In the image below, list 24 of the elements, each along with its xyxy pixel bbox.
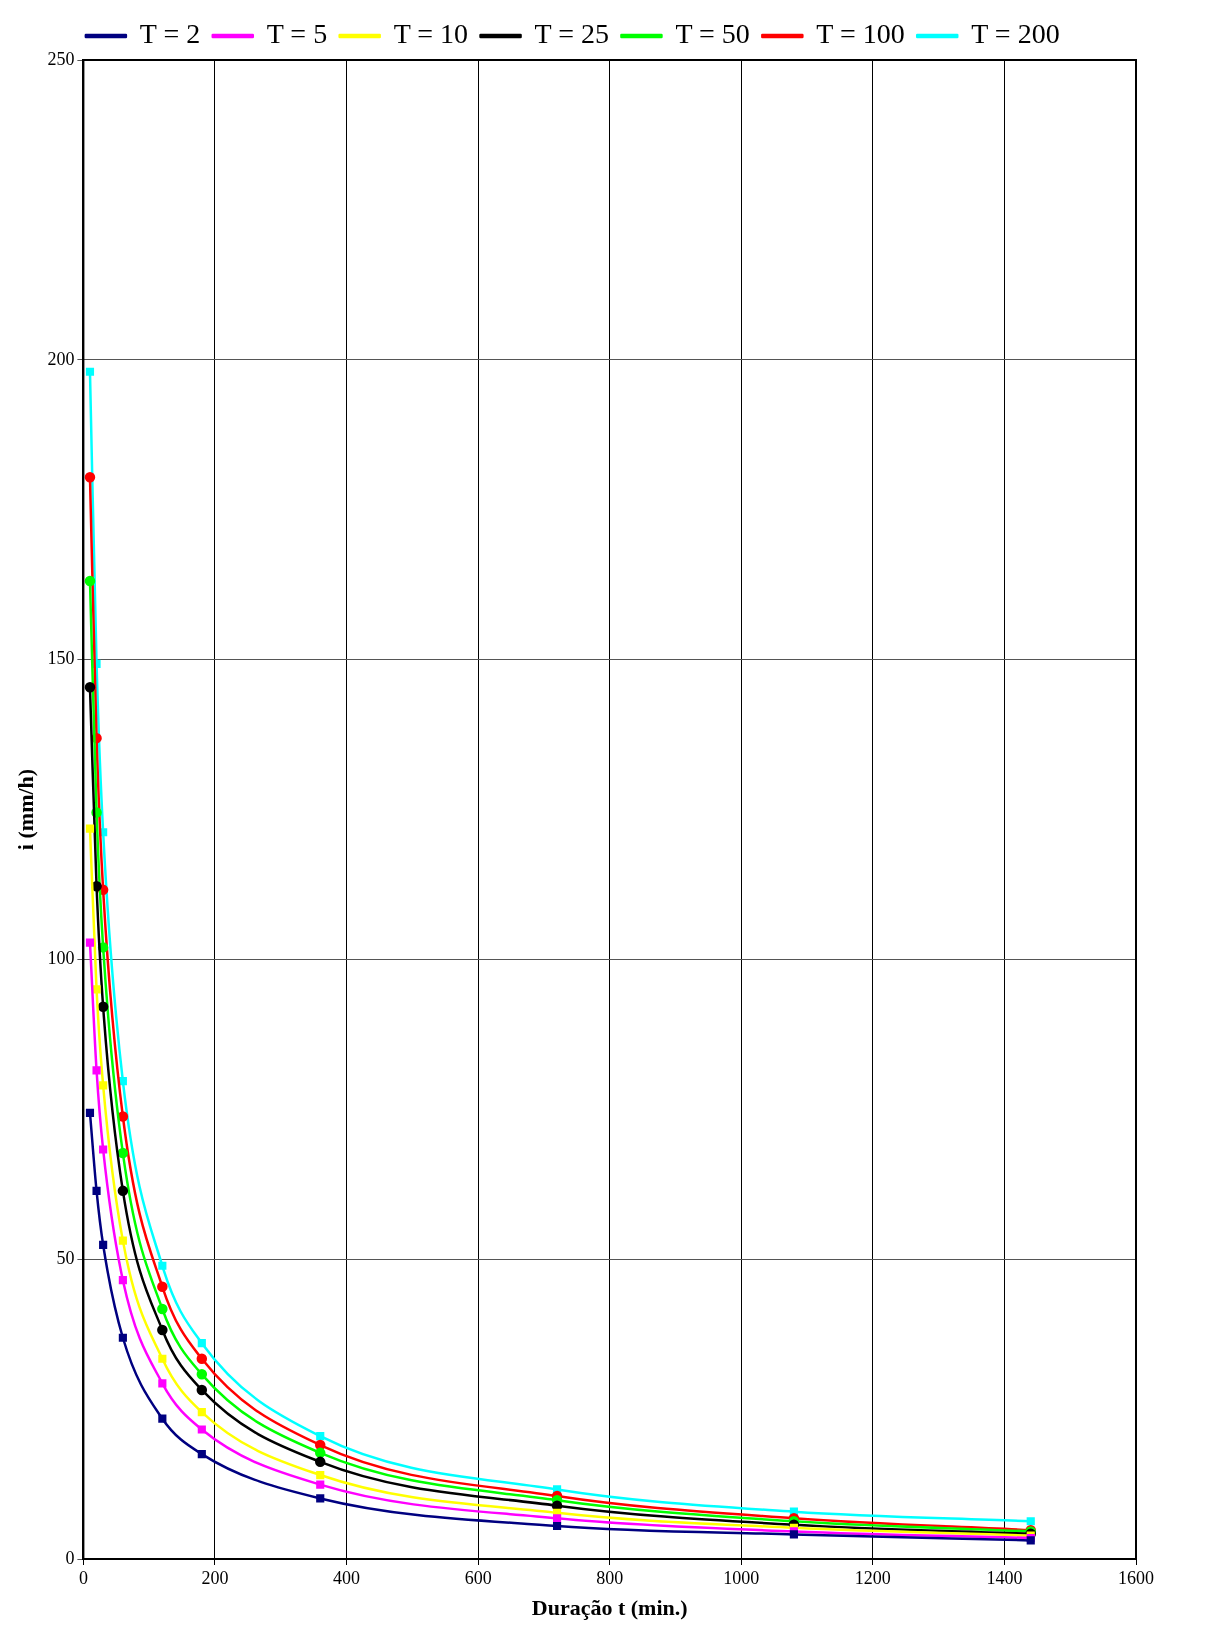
x-axis-title: Duração t (min.): [531, 1595, 688, 1621]
legend-label: T = 100: [816, 18, 905, 50]
y-axis-title: i (mm/h): [12, 768, 38, 851]
x-tick-label: 1400: [986, 1567, 1023, 1588]
y-tick-label: 250: [47, 48, 75, 69]
x-tick-label: 600: [464, 1567, 492, 1588]
legend-label: T = 200: [971, 18, 1060, 50]
legend-label: T = 50: [675, 18, 750, 50]
x-tick-label: 200: [201, 1567, 229, 1588]
x-tick-label: 800: [596, 1567, 624, 1588]
legend-label: T = 5: [266, 18, 328, 50]
y-tick-label: 150: [47, 648, 75, 669]
x-tick-label: 1600: [1118, 1567, 1154, 1588]
x-tick-label: 1000: [723, 1567, 760, 1588]
legend-label: T = 25: [534, 18, 609, 50]
x-tick-label: 400: [333, 1567, 361, 1588]
legend-label: T = 10: [393, 18, 469, 50]
legend-label: T = 2: [139, 18, 201, 50]
y-tick-label: 0: [65, 1547, 75, 1568]
x-tick-label: 1200: [854, 1567, 891, 1588]
y-tick-label: 200: [47, 348, 75, 369]
x-tick-label: 0: [78, 1567, 88, 1588]
y-tick-label: 100: [47, 948, 75, 969]
y-tick-label: 50: [56, 1247, 75, 1268]
